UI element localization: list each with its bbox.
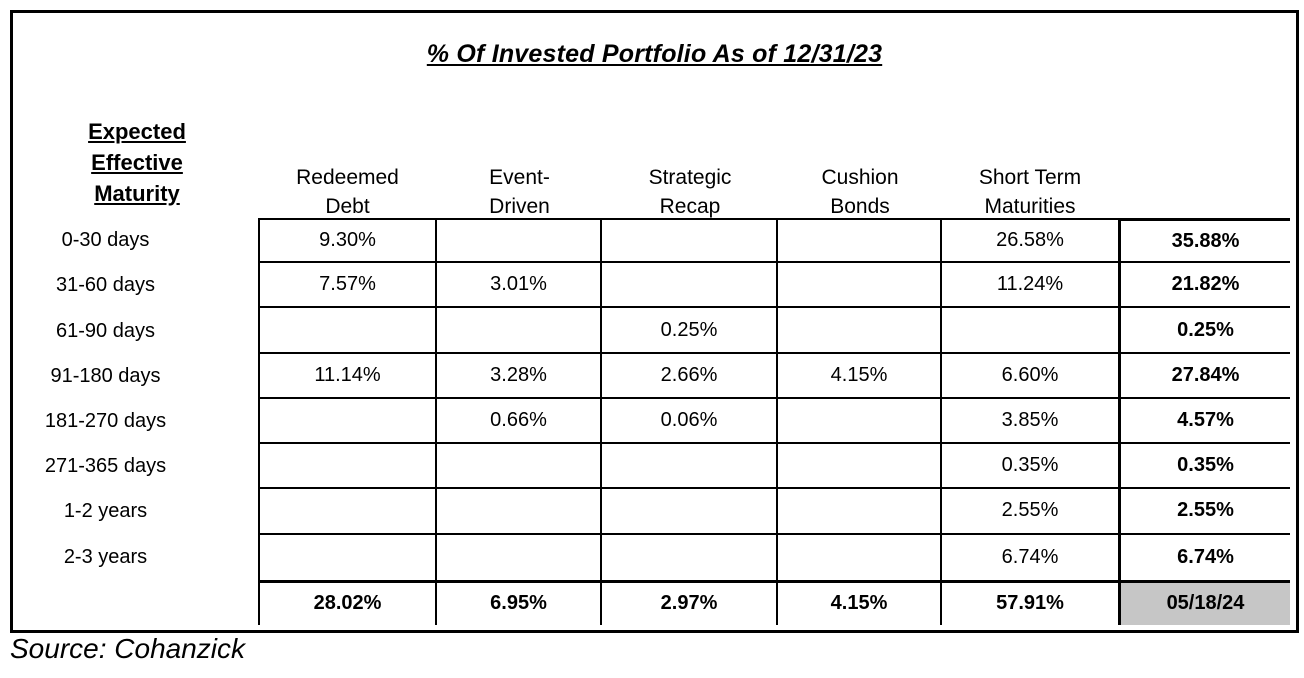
row-label: 2-3 years [13, 534, 258, 580]
row-label: 91-180 days [13, 353, 258, 399]
data-cell [778, 398, 942, 445]
row-total-cell: 4.57% [1118, 398, 1290, 445]
data-cell [602, 444, 778, 490]
data-cell: 0.06% [602, 398, 778, 445]
totals-row-label [13, 579, 258, 625]
data-cell [437, 218, 602, 264]
data-cell: 2.55% [942, 489, 1118, 535]
column-total-cell: 57.91% [942, 579, 1118, 625]
column-header-line: Strategic [648, 166, 732, 189]
data-cell [258, 308, 437, 354]
column-header-line: Event- [489, 166, 550, 189]
data-cell [602, 489, 778, 535]
row-axis-header-line: Maturity [94, 181, 180, 206]
data-cell: 4.15% [778, 353, 942, 399]
data-cell: 7.57% [258, 263, 437, 309]
data-cell: 0.66% [437, 398, 602, 445]
column-header-strategic-recap: Strategic Recap [602, 151, 778, 225]
data-cell [602, 263, 778, 309]
data-cell: 3.01% [437, 263, 602, 309]
row-total-cell: 6.74% [1118, 534, 1290, 580]
data-cell [437, 308, 602, 354]
column-total-cell: 28.02% [258, 579, 437, 625]
data-cell [778, 444, 942, 490]
row-axis-header-line: Expected [88, 119, 186, 144]
row-total-cell: 21.82% [1118, 263, 1290, 309]
table-title: % Of Invested Portfolio As of 12/31/23 [426, 40, 883, 68]
column-header-line: Maturities [984, 195, 1076, 218]
column-header-cushion-bonds: Cushion Bonds [778, 151, 942, 225]
data-cell [258, 444, 437, 490]
column-header-event-driven: Event- Driven [437, 151, 602, 225]
data-cell [437, 534, 602, 580]
column-header-line: Bonds [830, 195, 890, 218]
data-cell: 11.24% [942, 263, 1118, 309]
row-label: 181-270 days [13, 398, 258, 445]
column-total-cell: 4.15% [778, 579, 942, 625]
row-label: 1-2 years [13, 489, 258, 535]
data-cell [602, 534, 778, 580]
asof-date-cell: 05/18/24 [1118, 579, 1290, 625]
column-header-line: Cushion [821, 166, 899, 189]
data-cell [778, 534, 942, 580]
table-frame: % Of Invested Portfolio As of 12/31/23 E… [10, 10, 1299, 633]
row-label: 0-30 days [13, 218, 258, 264]
row-label: 31-60 days [13, 263, 258, 309]
row-total-cell: 0.35% [1118, 444, 1290, 490]
column-total-cell: 2.97% [602, 579, 778, 625]
row-label: 61-90 days [13, 308, 258, 354]
data-cell [258, 489, 437, 535]
source-caption: Source: Cohanzick [10, 633, 246, 664]
data-cell: 26.58% [942, 218, 1118, 264]
data-cell: 0.35% [942, 444, 1118, 490]
data-cell [258, 398, 437, 445]
column-header-line: Short Term [978, 166, 1082, 189]
row-total-cell: 0.25% [1118, 308, 1290, 354]
data-cell [778, 218, 942, 264]
column-header-line: Recap [659, 195, 721, 218]
maturity-table: 0-30 days 9.30% 26.58% 35.88% 31-60 days 7.57… [13, 218, 1290, 625]
data-cell [602, 218, 778, 264]
column-header-line: Driven [489, 195, 550, 218]
row-total-cell: 2.55% [1118, 489, 1290, 535]
column-header-redeemed-debt: Redeemed Debt [258, 151, 437, 225]
data-cell: 11.14% [258, 353, 437, 399]
data-cell: 3.85% [942, 398, 1118, 445]
data-cell [778, 308, 942, 354]
column-header-line: Debt [325, 195, 370, 218]
data-cell: 0.25% [602, 308, 778, 354]
row-axis-header-line: Effective [91, 150, 183, 175]
data-cell [437, 444, 602, 490]
row-total-cell: 35.88% [1118, 218, 1290, 264]
column-header-line: Redeemed [296, 166, 399, 189]
row-total-cell: 27.84% [1118, 353, 1290, 399]
row-label: 271-365 days [13, 444, 258, 490]
column-header-short-term-maturities: Short Term Maturities [942, 151, 1118, 225]
data-cell: 9.30% [258, 218, 437, 264]
column-total-cell: 6.95% [437, 579, 602, 625]
data-cell: 3.28% [437, 353, 602, 399]
data-cell [437, 489, 602, 535]
data-cell [778, 489, 942, 535]
data-cell [258, 534, 437, 580]
data-cell [942, 308, 1118, 354]
data-cell: 6.60% [942, 353, 1118, 399]
row-axis-header: Expected Effective Maturity [41, 116, 233, 209]
data-cell: 6.74% [942, 534, 1118, 580]
data-cell [778, 263, 942, 309]
data-cell: 2.66% [602, 353, 778, 399]
